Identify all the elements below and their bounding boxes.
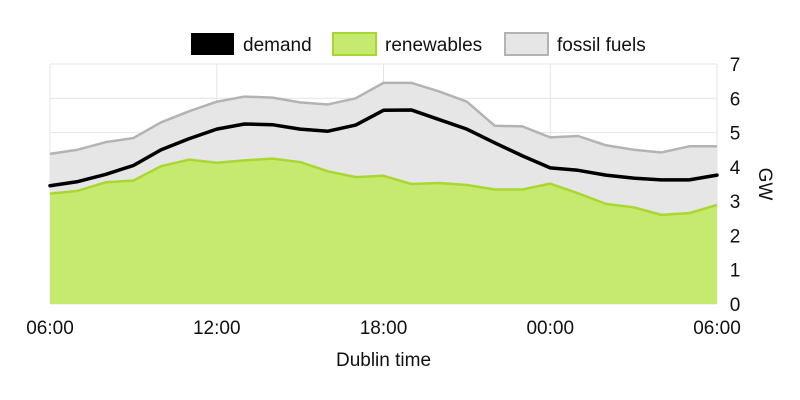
legend-swatch-demand [191, 33, 234, 55]
legend-label-renewables: renewables [385, 35, 482, 56]
area-edge-renewables [49, 157, 718, 217]
y-tick-label: 3 [730, 192, 741, 213]
legend-label-fossil-fuels: fossil fuels [557, 35, 646, 56]
x-axis-title: Dublin time [336, 350, 431, 371]
line-demand [48, 108, 719, 188]
y-tick-label: 0 [730, 295, 741, 316]
x-tick-label: 06:00 [26, 318, 74, 339]
y-tick-label: 6 [730, 89, 741, 110]
x-tick-label: 06:00 [693, 318, 741, 339]
series-lines [48, 108, 719, 188]
legend-swatch-renewables [332, 32, 377, 56]
y-tick-label: 7 [730, 55, 741, 76]
legend-item-fossil-fuels[interactable]: fossil fuels [504, 32, 646, 56]
y-tick-label: 1 [730, 261, 741, 282]
x-tick-label: 18:00 [360, 318, 408, 339]
series-areas [49, 81, 718, 304]
x-tick-label: 12:00 [193, 318, 241, 339]
area-renewables [50, 158, 717, 304]
y-tick-label: 2 [730, 226, 741, 247]
legend-item-renewables[interactable]: renewables [332, 32, 482, 56]
legend[interactable]: demand renewables fossil fuels [191, 32, 646, 56]
axes: 0 1 2 3 4 5 6 7 06:00 12:00 18:00 00:00 06:00 [26, 55, 741, 339]
legend-label-demand: demand [243, 35, 312, 56]
x-tick-label: 00:00 [526, 318, 574, 339]
legend-item-demand[interactable]: demand [191, 33, 312, 56]
y-tick-label: 4 [730, 158, 741, 179]
y-tick-label: 5 [730, 124, 741, 145]
legend-swatch-fossil-fuels [504, 32, 549, 56]
area-edge-fossil-fuels [49, 81, 717, 156]
y-axis-title: GW [754, 168, 775, 201]
